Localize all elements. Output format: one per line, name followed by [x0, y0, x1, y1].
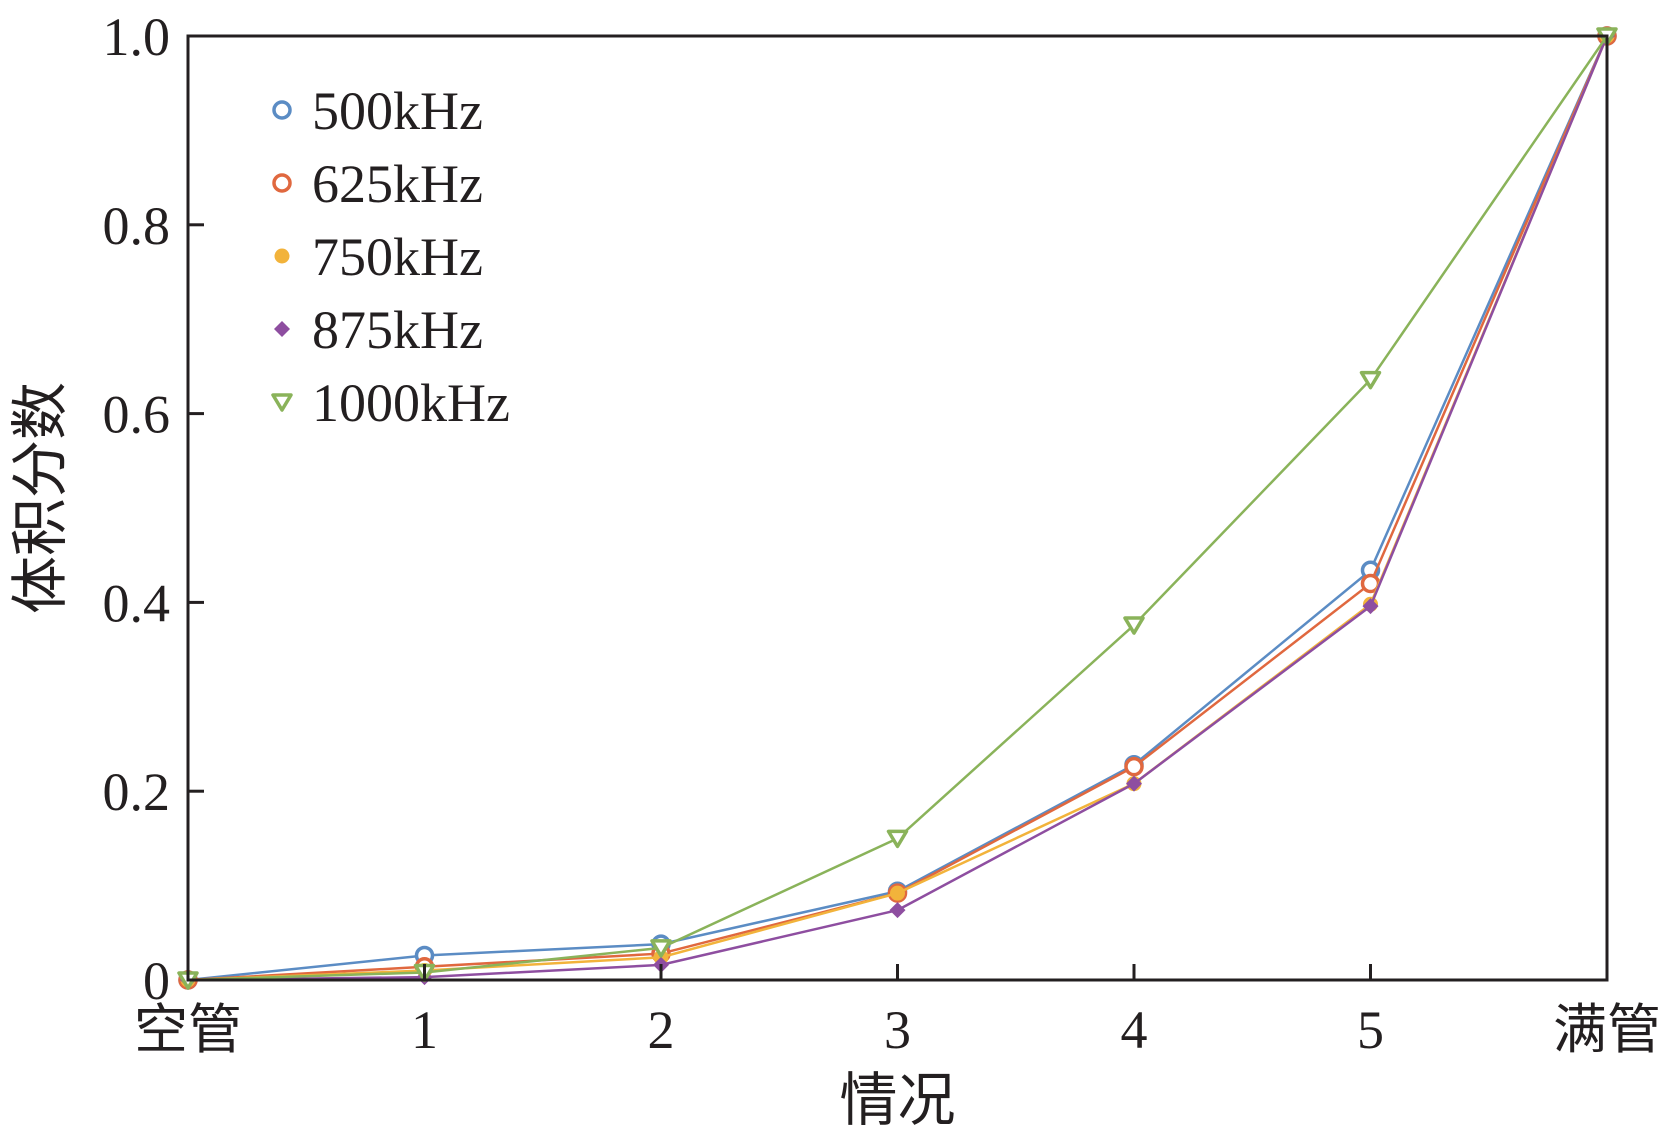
legend-marker [274, 321, 290, 337]
data-point [1126, 775, 1142, 792]
data-point [1124, 756, 1144, 777]
legend-label: 750kHz [312, 227, 483, 287]
x-tick-label: 2 [648, 1000, 675, 1060]
x-tick-label: 4 [1121, 1000, 1148, 1060]
y-axis-title: 体积分数 [8, 382, 73, 614]
y-tick-label: 0.4 [103, 573, 171, 633]
x-tick-label: 3 [884, 1000, 911, 1060]
legend-item: 500kHz [272, 81, 483, 141]
data-point [889, 902, 906, 919]
y-tick-label: 1.0 [103, 7, 171, 67]
legend-label: 625kHz [312, 154, 483, 214]
legend-marker [272, 173, 292, 193]
y-tick-label: 0.8 [103, 196, 171, 256]
x-tick-label: 1 [411, 1000, 438, 1060]
data-point [1362, 598, 1379, 615]
legend-label: 875kHz [312, 300, 483, 360]
legend-marker [271, 393, 293, 412]
data-point [886, 829, 909, 849]
axis-ticks: 空管 1 2 3 4 5 满管 0 0.2 0.4 0.6 0.8 1.0 [103, 7, 1662, 1060]
data-point [890, 885, 905, 901]
legend-label: 1000kHz [312, 373, 510, 433]
data-point [650, 939, 672, 958]
y-tick-label: 0.6 [103, 385, 171, 445]
legend-item: 625kHz [272, 154, 483, 214]
y-tick-label: 0.2 [103, 762, 171, 822]
legend-item: 750kHz [274, 227, 483, 287]
legend: 500kHz 625kHz 750kHz 875kHz 1000kHz [271, 81, 510, 433]
x-tick-label: 5 [1357, 1000, 1384, 1060]
legend-item: 1000kHz [271, 373, 510, 433]
x-tick-label: 满管 [1553, 1000, 1661, 1060]
y-tick-label: 0 [143, 951, 170, 1011]
legend-item: 875kHz [274, 300, 483, 360]
data-point [1123, 616, 1145, 635]
x-tick-label: 空管 [134, 1000, 242, 1060]
x-axis-title: 情况 [839, 1068, 955, 1133]
data-point [1359, 370, 1382, 390]
legend-label: 500kHz [312, 81, 483, 141]
legend-marker [272, 100, 292, 120]
legend-marker [274, 248, 290, 264]
